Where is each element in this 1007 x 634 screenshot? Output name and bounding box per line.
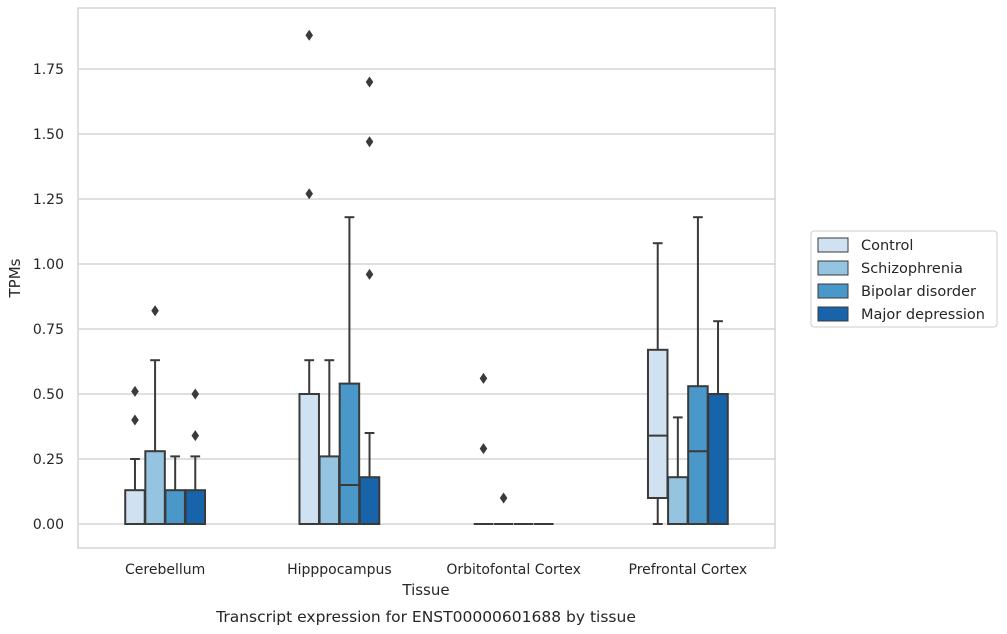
box-rect: [298, 393, 320, 525]
y-tick-label: 0.75: [33, 322, 64, 338]
series-schizophrenia: [144, 305, 689, 526]
y-axis-ticks: 0.00 0.25 0.50 0.75 1.00 1.25 1.50 1.75: [33, 62, 64, 533]
y-tick-label: 0.50: [33, 387, 64, 403]
outlier-point: [365, 268, 374, 280]
series-control: [124, 29, 669, 526]
legend-label: Schizophrenia: [861, 261, 963, 277]
y-tick-label: 0.25: [33, 452, 64, 468]
y-tick-label: 1.50: [33, 127, 64, 143]
legend-label: Major depression: [861, 307, 985, 323]
y-tick-label: 1.75: [33, 62, 64, 78]
box-rect: [164, 489, 186, 526]
box: [687, 216, 709, 526]
x-tick-label: Hipppocampus: [287, 562, 392, 578]
legend-label: Bipolar disorder: [861, 284, 976, 300]
legend-swatch: [817, 306, 849, 322]
box: [338, 216, 361, 525]
box-rect: [667, 476, 689, 526]
x-tick-label: Orbitofontal Cortex: [446, 562, 581, 578]
outlier-point: [191, 388, 200, 400]
x-axis-label: Tissue: [401, 581, 449, 599]
y-tick-label: 1.25: [33, 192, 64, 208]
legend-label: Control: [861, 238, 913, 254]
outlier-point: [305, 29, 314, 41]
outlier-point: [131, 414, 139, 426]
outlier-point: [479, 443, 488, 455]
series-bipolar-disorder: [164, 216, 709, 526]
box: [144, 305, 166, 526]
x-axis-ticks: Cerebellum Hipppocampus Orbitofontal Corte…: [125, 562, 747, 578]
box: [358, 76, 381, 526]
box-rect: [184, 489, 207, 526]
outlier-point: [499, 492, 508, 504]
box: [707, 320, 729, 525]
box: [473, 372, 494, 525]
box-rect: [358, 476, 381, 526]
box-series: [124, 29, 729, 526]
legend-frame: [810, 230, 998, 328]
box-rect: [646, 348, 669, 499]
outlier-point: [131, 385, 139, 397]
legend: Control Schizophrenia Bipolar disorder Majo…: [810, 230, 998, 328]
box: [667, 416, 689, 526]
box-rect: [687, 385, 709, 526]
series-major-depression: [184, 76, 729, 526]
outlier-point: [479, 372, 488, 384]
legend-swatch: [817, 237, 849, 253]
box-rect: [124, 489, 146, 526]
box: [124, 385, 146, 526]
outlier-point: [365, 76, 374, 88]
box-rect: [318, 455, 341, 525]
chart-title: Transcript expression for ENST0000060168…: [215, 608, 636, 626]
box-rect: [144, 450, 166, 526]
box: [164, 455, 186, 526]
box-rect: [707, 393, 729, 525]
box: [646, 242, 669, 525]
x-tick-label: Cerebellum: [125, 562, 205, 578]
legend-swatch: [817, 260, 849, 276]
box: [184, 388, 207, 526]
y-tick-label: 1.00: [33, 257, 64, 273]
box: [298, 29, 320, 525]
legend-item: Major depression: [817, 306, 985, 323]
legend-item: Bipolar disorder: [817, 283, 976, 300]
y-axis-label: TPMs: [6, 258, 24, 298]
legend-item: Control: [817, 237, 913, 254]
outlier-point: [365, 136, 374, 148]
grid-lines: [78, 68, 775, 525]
outlier-point: [151, 305, 159, 317]
plot-area-frame: [77, 7, 776, 549]
outlier-point: [305, 188, 314, 200]
box-rect: [338, 382, 361, 525]
y-tick-label: 0.00: [33, 517, 64, 533]
box: [318, 359, 341, 525]
outlier-point: [191, 430, 200, 442]
legend-item: Schizophrenia: [817, 260, 963, 277]
box: [493, 492, 514, 525]
legend-swatch: [817, 283, 849, 299]
x-tick-label: Prefrontal Cortex: [629, 562, 748, 578]
